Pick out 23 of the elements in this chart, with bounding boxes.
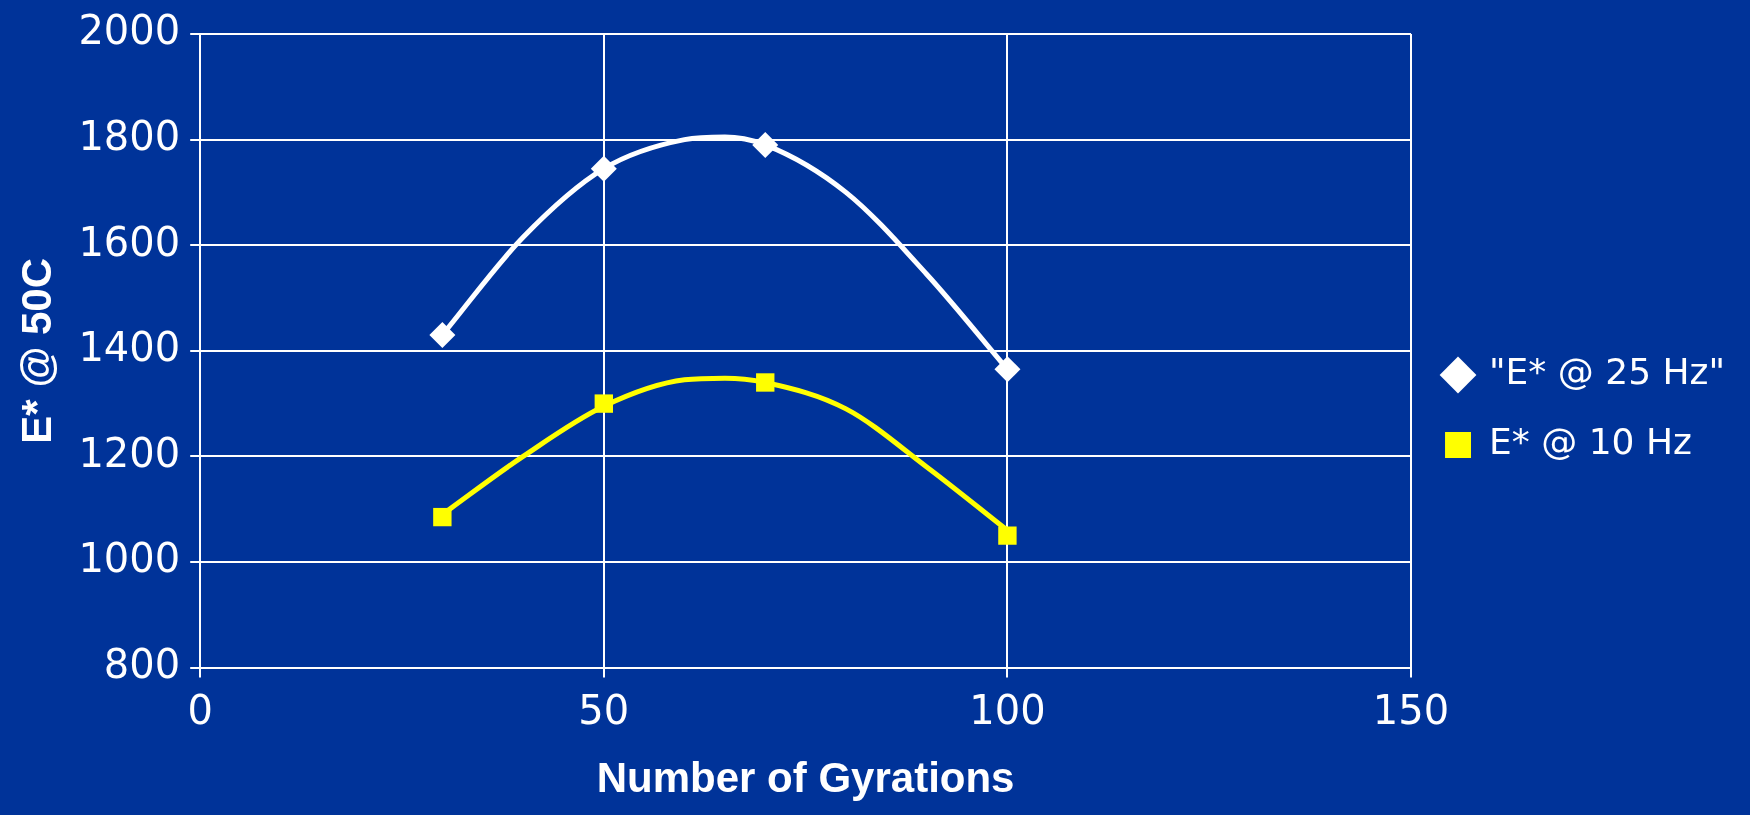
x-tick-label: 150 [1372,686,1450,733]
point [433,507,452,527]
y-tick-label: 1000 [78,535,181,582]
y-tick-label: 800 [103,640,181,687]
y-tick-label: 1600 [78,218,181,265]
point [594,394,613,413]
y-tick-label: 2000 [78,7,181,54]
legend-label: "E* @ 25 Hz" [1489,351,1725,393]
point [998,526,1017,545]
x-axis-title: Number of Gyrations [596,754,1015,802]
point [756,373,775,392]
x-tick-label: 100 [969,686,1046,733]
y-tick-label: 1800 [78,112,181,159]
x-tick-label: 0 [187,686,213,733]
y-tick-label: 1400 [78,324,181,371]
legend-label: E* @ 10 Hz [1489,421,1692,463]
point [994,356,1021,383]
point [429,321,456,348]
y-axis-title: E* @ 50C [12,257,60,444]
x-tick-label: 50 [578,686,630,733]
point [752,131,779,158]
point [590,155,617,182]
y-tick-label: 1200 [78,429,181,476]
